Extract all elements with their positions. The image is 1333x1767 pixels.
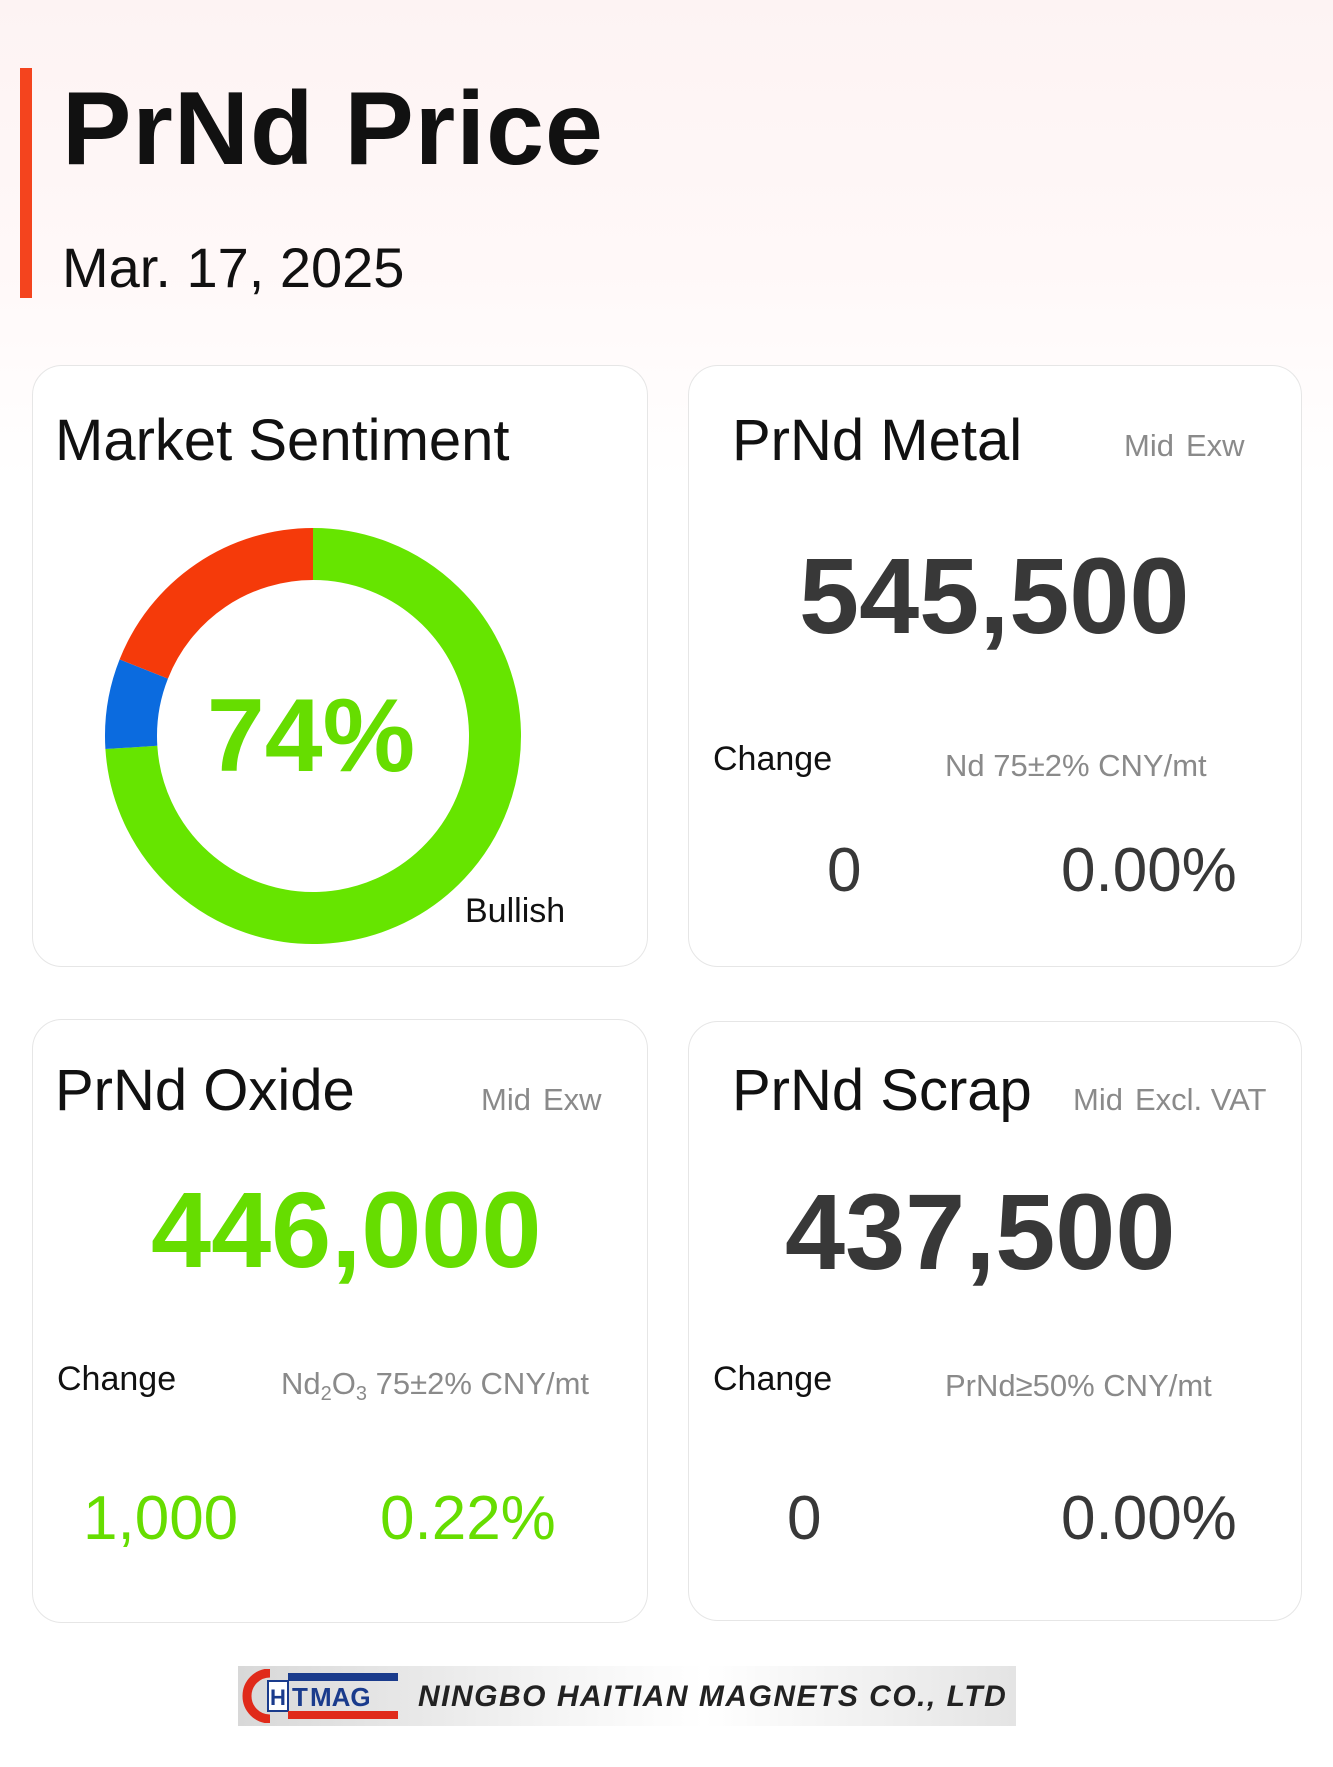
oxide-price: 446,000 xyxy=(151,1169,542,1290)
metal-tag-mid: Mid xyxy=(1124,428,1174,463)
donut-slice-neutral xyxy=(105,659,169,750)
svg-text:H: H xyxy=(270,1685,286,1710)
metal-card: PrNd Metal Mid Exw 545,500 Change Nd 75±2… xyxy=(688,365,1302,967)
scrap-card: PrNd Scrap Mid Excl. VAT 437,500 Change P… xyxy=(688,1021,1302,1621)
company-logo: H T MAG xyxy=(242,1669,398,1723)
oxide-spec: Nd2O3 75±2% CNY/mt xyxy=(281,1368,589,1404)
svg-text:MAG: MAG xyxy=(310,1682,371,1712)
metal-title: PrNd Metal xyxy=(732,408,1023,473)
scrap-change: 0 xyxy=(787,1484,822,1553)
scrap-price: 437,500 xyxy=(785,1171,1176,1292)
oxide-spec-o: O xyxy=(331,1366,356,1401)
sentiment-card: Market Sentiment 74% Bullish xyxy=(32,365,648,967)
oxide-change-pct: 0.22% xyxy=(380,1484,556,1553)
oxide-change: 1,000 xyxy=(83,1484,239,1553)
scrap-spec: PrNd≥50% CNY/mt xyxy=(945,1368,1212,1403)
page-title: PrNd Price xyxy=(62,71,604,187)
company-name: NINGBO HAITIAN MAGNETS CO., LTD xyxy=(418,1680,1008,1713)
scrap-change-pct: 0.00% xyxy=(1061,1484,1237,1553)
metal-change-pct: 0.00% xyxy=(1061,836,1237,905)
oxide-tag-mid: Mid xyxy=(481,1082,531,1117)
oxide-tags: Mid Exw xyxy=(481,1084,602,1115)
scrap-change-label: Change xyxy=(713,1360,833,1398)
metal-change: 0 xyxy=(827,836,862,905)
sentiment-donut-chart: 74% xyxy=(101,524,525,948)
scrap-tag-mid: Mid xyxy=(1073,1082,1123,1117)
donut-slice-bearish xyxy=(119,528,314,680)
metal-spec: Nd 75±2% CNY/mt xyxy=(945,748,1207,783)
scrap-tag-excl-vat: Excl. VAT xyxy=(1134,1082,1267,1117)
metal-price: 545,500 xyxy=(799,535,1190,656)
sentiment-percent: 74% xyxy=(206,678,416,794)
accent-bar xyxy=(20,68,32,298)
sentiment-title: Market Sentiment xyxy=(55,408,510,473)
oxide-spec-nd: Nd xyxy=(281,1366,321,1401)
metal-change-label: Change xyxy=(713,740,833,778)
oxide-spec-sub-3: 3 xyxy=(355,1383,368,1405)
oxide-card: PrNd Oxide Mid Exw 446,000 Change Nd2O3 7… xyxy=(32,1019,648,1623)
page-date: Mar. 17, 2025 xyxy=(62,236,405,299)
metal-tag-exw: Exw xyxy=(1185,428,1245,463)
donut-svg xyxy=(105,528,521,944)
sentiment-label: Bullish xyxy=(465,892,566,930)
metal-tags: Mid Exw xyxy=(1124,430,1245,461)
oxide-title: PrNd Oxide xyxy=(55,1058,355,1123)
oxide-change-label: Change xyxy=(57,1360,177,1398)
oxide-tag-exw: Exw xyxy=(542,1082,602,1117)
oxide-spec-rest: 75±2% CNY/mt xyxy=(367,1366,590,1401)
donut-slice-bullish xyxy=(105,528,521,944)
scrap-title: PrNd Scrap xyxy=(732,1058,1032,1123)
svg-text:T: T xyxy=(292,1682,308,1712)
scrap-tags: Mid Excl. VAT xyxy=(1073,1084,1266,1115)
footer-banner: H T MAG NINGBO HAITIAN MAGNETS CO., LTD xyxy=(238,1666,1016,1726)
page-header: PrNd Price Mar. 17, 2025 xyxy=(20,68,720,298)
oxide-spec-sub-2: 2 xyxy=(320,1383,332,1405)
